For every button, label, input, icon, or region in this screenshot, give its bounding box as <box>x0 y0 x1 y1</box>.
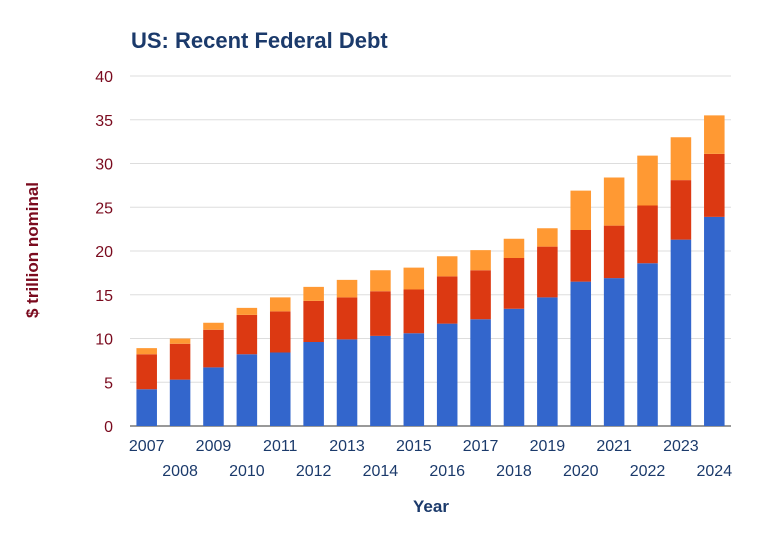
bar-segment <box>436 276 458 324</box>
bar-segment <box>370 270 391 292</box>
x-tick-label: 2008 <box>162 463 198 480</box>
x-tick-label: 2009 <box>196 438 232 455</box>
x-tick-label: 2014 <box>363 463 399 480</box>
x-tick-label: 2010 <box>229 463 265 480</box>
x-tick-label: 2011 <box>263 438 298 455</box>
bar-segment <box>303 300 324 342</box>
bar-segment <box>336 339 358 426</box>
bar-segment <box>136 354 157 390</box>
bar-segment <box>436 256 458 277</box>
bar-segment <box>470 250 491 271</box>
x-tick-label: 2020 <box>563 463 599 480</box>
bar-segment <box>403 267 425 290</box>
bar-segment <box>503 258 525 309</box>
y-axis-title: $ trillion nominal <box>23 182 42 318</box>
y-tick-label: 30 <box>95 157 113 174</box>
x-tick-label: 2018 <box>496 463 532 480</box>
x-tick-label: 2015 <box>396 438 432 455</box>
bar-segment <box>203 329 224 368</box>
bar-segment <box>470 270 491 320</box>
bar-segment <box>704 115 725 154</box>
x-tick-label: 2007 <box>129 438 165 455</box>
bar-segment <box>637 155 658 206</box>
x-tick-label: 2024 <box>697 463 733 480</box>
bar-segment <box>503 238 525 258</box>
bar-segment <box>136 348 157 355</box>
bar-segment <box>336 297 358 340</box>
bar-segment <box>370 291 391 336</box>
bar-segment <box>603 177 625 226</box>
gridlines <box>130 75 731 427</box>
bar-segment <box>169 338 191 344</box>
bar-segment <box>670 180 692 240</box>
bar-segment <box>169 379 191 426</box>
bar-segment <box>236 354 258 426</box>
bar-segment <box>269 311 291 353</box>
x-tick-label: 2022 <box>630 463 666 480</box>
x-tick-label: 2012 <box>296 463 332 480</box>
bar-segment <box>537 228 558 247</box>
bar-segment <box>303 342 324 426</box>
bars <box>136 115 725 426</box>
bar-segment <box>603 225 625 279</box>
bar-segment <box>470 319 491 426</box>
x-tick-label: 2013 <box>329 438 365 455</box>
bar-segment <box>537 246 558 298</box>
x-tick-label: 2016 <box>429 463 465 480</box>
bar-segment <box>637 263 658 426</box>
bar-segment <box>203 367 224 426</box>
bar-segment <box>236 314 258 355</box>
bar-segment <box>704 153 725 217</box>
bar-segment <box>637 205 658 264</box>
bar-segment <box>570 190 592 230</box>
x-tick-label: 2017 <box>463 438 499 455</box>
bar-segment <box>403 289 425 334</box>
y-tick-label: 10 <box>95 332 113 349</box>
bar-segment <box>269 297 291 312</box>
bar-segment <box>370 335 391 426</box>
x-tick-label: 2023 <box>663 438 699 455</box>
bar-segment <box>503 308 525 426</box>
bar-segment <box>704 216 725 426</box>
y-tick-label: 0 <box>104 419 113 436</box>
y-axis-ticks: 0 5 10 15 20 25 30 35 40 <box>95 69 113 436</box>
bar-segment <box>603 278 625 426</box>
bar-segment <box>670 239 692 426</box>
bar-segment <box>436 323 458 426</box>
bar-segment <box>169 343 191 380</box>
bar-segment <box>269 352 291 426</box>
bar-segment <box>236 307 258 315</box>
bar-segment <box>537 297 558 426</box>
bar-segment <box>136 389 157 426</box>
y-tick-label: 5 <box>104 375 113 392</box>
bar-segment <box>303 286 324 301</box>
bar-segment <box>570 230 592 282</box>
y-tick-label: 40 <box>95 69 113 86</box>
y-tick-label: 15 <box>95 288 113 305</box>
x-axis-ticks: 2007 2008 2009 2010 2011 2012 2013 2014 2015 2016… <box>129 438 732 480</box>
x-tick-label: 2019 <box>530 438 566 455</box>
bar-segment <box>570 281 592 426</box>
bar-segment <box>203 322 224 330</box>
y-tick-label: 35 <box>95 113 113 130</box>
x-tick-label: 2021 <box>596 438 632 455</box>
chart-title: US: Recent Federal Debt <box>131 28 388 53</box>
y-tick-label: 25 <box>95 200 113 217</box>
x-axis-title: Year <box>413 497 449 516</box>
bar-segment <box>403 333 425 426</box>
y-tick-label: 20 <box>95 244 113 261</box>
bar-segment <box>336 279 358 298</box>
bar-segment <box>670 137 692 181</box>
